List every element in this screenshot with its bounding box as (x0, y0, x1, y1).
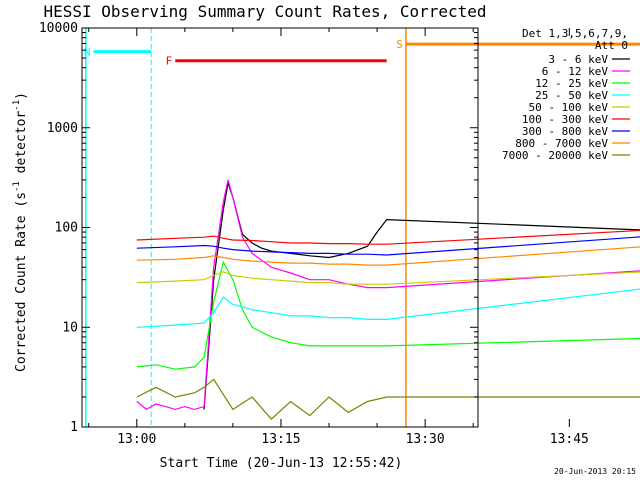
series-line-5 (136, 229, 640, 245)
series-line-3 (136, 288, 640, 328)
axes: 11010010001000013:0013:1513:3013:4514:00… (39, 21, 589, 447)
timestamp: 20-Jun-2013 20:15 (554, 467, 636, 476)
x-tick-label-0: 13:00 (117, 432, 156, 447)
legend-header-2: Att 0 (595, 39, 628, 52)
x-tick-label-1: 13:15 (261, 432, 300, 447)
chart-title: HESSI Observing Summary Count Rates, Cor… (43, 2, 486, 21)
legend-entry-1: 6 - 12 keV (542, 65, 609, 78)
legend-entry-5: 100 - 300 keV (522, 113, 608, 126)
y-tick-label-1: 10 (62, 320, 78, 335)
series-line-0 (203, 182, 640, 410)
y-tick-label-0: 1 (70, 420, 78, 435)
x-axis-label: Start Time (20-Jun-13 12:55:42) (160, 456, 403, 471)
series-line-8 (136, 378, 640, 420)
flag-label-0: N (84, 46, 91, 59)
series-line-6 (136, 236, 640, 256)
x-tick-label-3: 13:45 (550, 432, 589, 447)
flag-bars: N F S (84, 38, 640, 68)
series-lines (136, 179, 640, 420)
flag-label-2: F (166, 55, 173, 68)
y-axis-label: Corrected Count Rate (s-1 detector-1) (12, 92, 29, 372)
y-tick-label-2: 100 (55, 221, 78, 236)
series-line-4 (136, 271, 640, 285)
y-tick-label-3: 1000 (47, 121, 78, 136)
series-line-1 (136, 179, 640, 411)
series-line-7 (136, 246, 640, 266)
legend: Det 1,3,5,6,7,9, Att 0 3 - 6 keV 6 - 12 … (502, 27, 630, 162)
legend-entry-8: 7000 - 20000 keV (502, 149, 608, 162)
series-line-2 (136, 260, 640, 370)
legend-entry-0: 3 - 6 keV (548, 53, 608, 66)
legend-entry-7: 800 - 7000 keV (515, 137, 608, 150)
legend-entry-4: 50 - 100 keV (529, 101, 609, 114)
legend-entry-3: 25 - 50 keV (535, 89, 608, 102)
plot-area (82, 28, 478, 427)
y-tick-label-4: 10000 (39, 21, 78, 36)
legend-entry-2: 12 - 25 keV (535, 77, 608, 90)
legend-entry-6: 300 - 800 keV (522, 125, 608, 138)
x-tick-label-2: 13:30 (406, 432, 445, 447)
flag-label-3: S (396, 38, 403, 51)
plot-background (82, 28, 478, 427)
legend-header-1: Det 1,3,5,6,7,9, (522, 27, 628, 40)
